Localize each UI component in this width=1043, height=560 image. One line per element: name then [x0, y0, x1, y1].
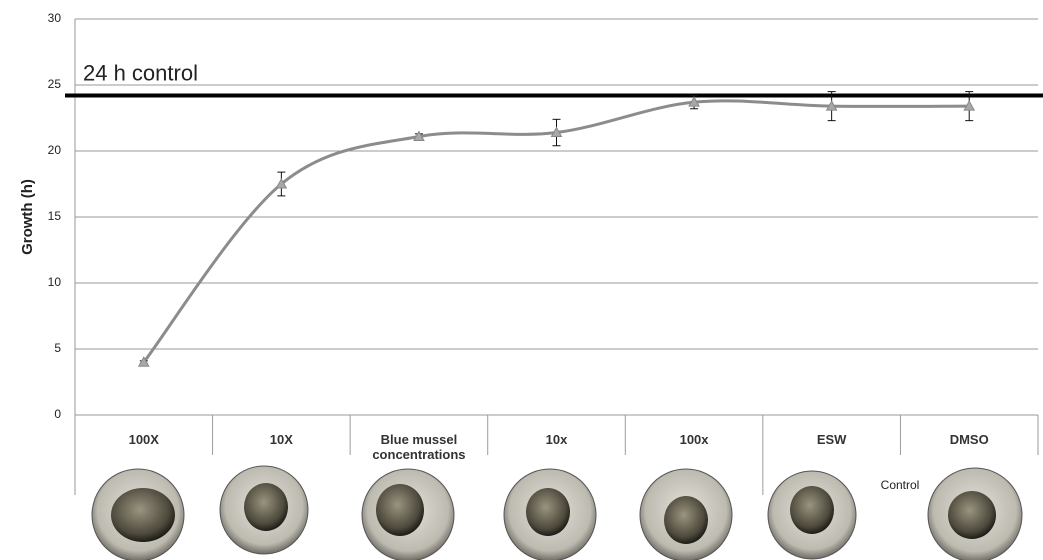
y-tick-label: 30: [48, 11, 62, 25]
x-tick-label: Blue mussel concentrations: [354, 432, 484, 462]
y-tick-label: 5: [54, 341, 61, 355]
y-tick-label: 15: [48, 209, 62, 223]
x-tick-label: 10x: [492, 432, 622, 447]
plot: Growth (h) Control 0 5 10 15 20 25 30 24 h cont…: [0, 0, 1043, 560]
chart: Growth (h) Control 0 5 10 15 20 25 30 24 h cont…: [0, 0, 1043, 560]
embryo: [790, 486, 834, 534]
embryo: [111, 488, 175, 542]
embryo: [526, 488, 570, 536]
x-tick-label: 100x: [629, 432, 759, 447]
x-tick-label: ESW: [767, 432, 897, 447]
y-tick-label: 25: [48, 77, 62, 91]
y-tick-label: 0: [54, 407, 61, 421]
reference-label: 24 h control: [83, 60, 198, 85]
embryo: [244, 483, 288, 531]
y-tick-label: 20: [48, 143, 62, 157]
x-tick-label: 10X: [216, 432, 346, 447]
embryo: [664, 496, 708, 544]
x-tick-label: DMSO: [904, 432, 1034, 447]
group-label: Control: [881, 478, 920, 492]
x-tick-label: 100X: [79, 432, 209, 447]
y-tick-label: 10: [48, 275, 62, 289]
embryo: [376, 484, 424, 536]
y-axis-label: Growth (h): [19, 179, 36, 255]
embryo: [948, 491, 996, 539]
